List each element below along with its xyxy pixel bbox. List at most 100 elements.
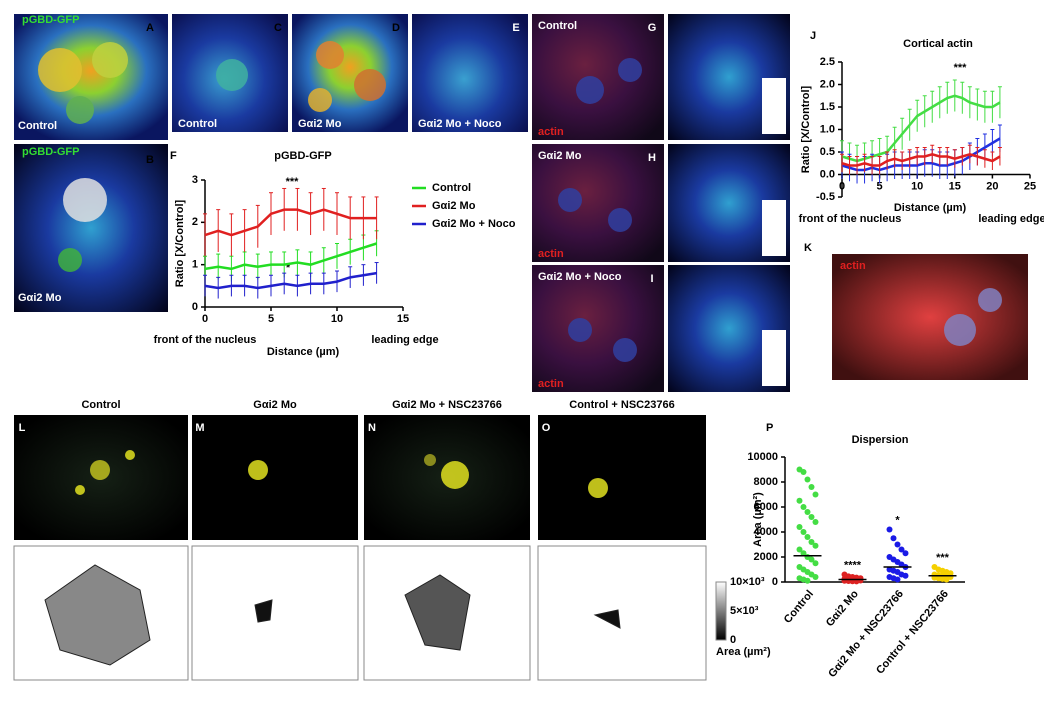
- panel-letter: C: [274, 22, 282, 34]
- y-axis-label: Area (µm²): [752, 492, 764, 547]
- cell: [92, 42, 128, 78]
- data-point: [808, 539, 815, 545]
- y-tick-label: 1: [192, 259, 198, 271]
- panel-letter: M: [195, 422, 204, 434]
- y-tick-label: 8000: [754, 476, 778, 488]
- x-tick-label: 10: [331, 313, 343, 325]
- annotation: front of the nucleus: [154, 334, 257, 346]
- panel-letter: E: [512, 22, 519, 34]
- hull-shape: [404, 574, 471, 651]
- series-line: [204, 208, 377, 237]
- cell: [441, 461, 469, 489]
- y-tick-label: 3: [192, 174, 198, 186]
- hull-shape: [593, 609, 621, 629]
- data-point: [812, 560, 819, 567]
- cell: [588, 478, 608, 498]
- y-tick-label: 2.0: [820, 78, 835, 90]
- y-tick-label: 2: [192, 216, 198, 228]
- x-tick-label: Gαi2 Mo + NSC23766: [826, 588, 906, 680]
- cell: [75, 485, 85, 495]
- colorbar: [715, 581, 727, 641]
- data-point: [800, 469, 807, 475]
- data-point: [812, 491, 819, 498]
- hull-shape: [254, 599, 273, 623]
- image-panel: [532, 265, 664, 392]
- panel-letter: L: [19, 422, 26, 434]
- chart-title: pGBD-GFP: [274, 150, 331, 162]
- panel-label: Gαi2 Mo: [538, 150, 582, 162]
- y-tick-label: 0: [772, 576, 778, 588]
- panel-label: actin: [538, 126, 564, 138]
- y-tick-label: 0.5: [820, 146, 835, 158]
- y-tick-label: 4000: [754, 526, 778, 538]
- panel-letter: A: [146, 22, 154, 34]
- x-tick-label: 5: [877, 180, 883, 192]
- cell: [944, 314, 976, 346]
- colorbar-tick: 5×10³: [730, 605, 759, 617]
- panel-letter: F: [170, 150, 177, 162]
- data-point: [804, 577, 811, 584]
- x-tick-label: 5: [268, 313, 274, 325]
- cell: [248, 460, 268, 480]
- data-point: [796, 524, 803, 530]
- x-tick-label: 15: [397, 313, 409, 325]
- y-axis-label: Ratio [X/Control]: [800, 85, 812, 173]
- x-axis-label: Distance (µm): [894, 202, 967, 214]
- image-panel: [412, 14, 528, 132]
- panel-label: pGBD-GFP: [22, 14, 79, 26]
- data-point: [804, 476, 811, 483]
- colorbar-label: Area (µm²): [716, 646, 771, 658]
- cell: [558, 188, 582, 212]
- data-point: [890, 535, 897, 542]
- image-panel: [532, 14, 664, 140]
- image-panel: [292, 14, 408, 132]
- data-point: [894, 541, 901, 548]
- data-point: [804, 509, 811, 515]
- significance: ***: [936, 552, 950, 564]
- heatmap-scale: [762, 200, 786, 256]
- y-tick-label: 10000: [747, 451, 778, 463]
- data-point: [894, 576, 901, 583]
- significance: *: [895, 514, 900, 526]
- data-point: [812, 542, 819, 549]
- panel-letter: H: [648, 152, 656, 164]
- series-line: [841, 152, 1001, 167]
- hull-panel: [191, 545, 359, 681]
- y-axis-label: Ratio [X/Control]: [174, 199, 186, 287]
- image-panel: [832, 254, 1028, 380]
- chart-title: Cortical actin: [903, 38, 973, 50]
- hull-panel: [537, 545, 707, 681]
- cell: [90, 460, 110, 480]
- y-tick-label: 1.0: [820, 123, 835, 135]
- cell: [354, 69, 386, 101]
- panel-label: Gαi2 Mo + Noco: [418, 118, 502, 130]
- panel-letter: N: [368, 422, 376, 434]
- y-tick-label: 0.0: [820, 168, 835, 180]
- panel-label: Control: [18, 120, 57, 132]
- panel-label: actin: [538, 378, 564, 390]
- panel-letter: O: [542, 422, 551, 434]
- panel-label: Gαi2 Mo + NSC23766: [392, 399, 502, 411]
- cell: [576, 76, 604, 104]
- legend-label: Gαi2 Mo + Noco: [432, 218, 516, 230]
- data-point: [812, 574, 819, 580]
- x-tick-label: Gαi2 Mo: [824, 588, 861, 629]
- annotation: ***: [286, 176, 300, 188]
- data-point: [800, 550, 807, 557]
- y-tick-label: 6000: [754, 501, 778, 513]
- cell: [618, 58, 642, 82]
- data-point: [898, 546, 905, 553]
- panel-letter: G: [648, 22, 657, 34]
- chart-title: Dispersion: [852, 434, 909, 446]
- data-point: [812, 519, 819, 525]
- data-point: [796, 546, 803, 553]
- data-point: [902, 550, 909, 557]
- heatmap-scale: [762, 330, 786, 386]
- x-axis-label: Distance (µm): [267, 346, 340, 358]
- data-point: [800, 529, 807, 535]
- significance: ****: [844, 559, 862, 571]
- colorbar-tick: 10×10³: [730, 576, 765, 588]
- annotation: front of the nucleus: [799, 213, 902, 225]
- panel-letter: P: [766, 422, 773, 434]
- cell: [63, 178, 107, 222]
